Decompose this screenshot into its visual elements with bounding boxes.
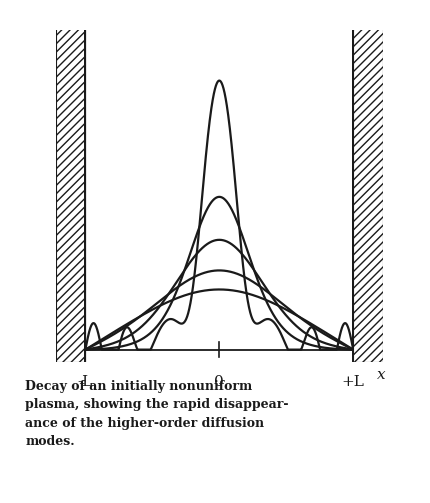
Bar [353, 18, 383, 362]
Bar [56, 18, 86, 362]
Bar [353, 18, 383, 362]
Text: +L: +L [342, 375, 365, 389]
Text: n: n [75, 58, 85, 72]
Bar [353, 0, 383, 362]
Text: x: x [377, 368, 386, 382]
Text: 0: 0 [215, 375, 224, 389]
Bar [56, 0, 86, 362]
Text: Decay of an initially nonuniform
plasma, showing the rapid disappear-
ance of th: Decay of an initially nonuniform plasma,… [25, 380, 289, 448]
Text: -L: -L [78, 375, 93, 389]
Bar [56, 18, 86, 362]
